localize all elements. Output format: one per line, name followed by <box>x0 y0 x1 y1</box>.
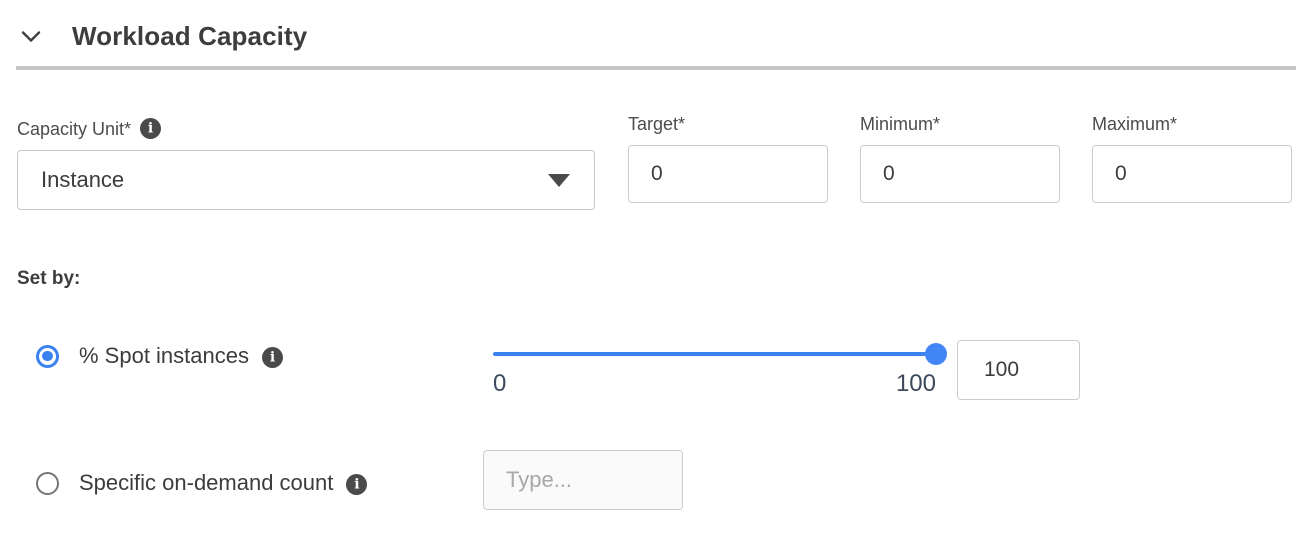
minimum-input-value: 0 <box>883 162 895 185</box>
radio-button-selected[interactable] <box>36 344 59 368</box>
radio-option-on-demand-count[interactable]: Specific on-demand count i <box>36 470 368 496</box>
capacity-unit-info-icon[interactable]: i <box>140 118 162 139</box>
radio-label-on-demand-count: Specific on-demand count <box>79 470 334 495</box>
minimum-label: Minimum* <box>860 114 941 134</box>
slider-track[interactable] <box>493 352 936 356</box>
spot-percent-input-value: 100 <box>984 358 1020 381</box>
slider-max-label: 100 <box>895 370 936 397</box>
set-by-label: Set by: <box>17 268 81 289</box>
maximum-label: Maximum* <box>1092 114 1178 134</box>
target-label: Target* <box>628 114 686 134</box>
on-demand-count-info-icon[interactable]: i <box>346 474 368 495</box>
page-title: Workload Capacity <box>72 20 308 51</box>
on-demand-count-placeholder: Type... <box>506 467 573 492</box>
capacity-unit-label: Capacity Unit* i <box>17 118 162 139</box>
radio-option-spot-percent[interactable]: % Spot instances i <box>36 343 283 369</box>
section-header: Workload Capacity <box>16 14 307 58</box>
header-divider <box>16 66 1296 70</box>
maximum-input[interactable]: 0 <box>1092 145 1292 203</box>
target-input[interactable]: 0 <box>628 145 828 203</box>
slider-thumb[interactable] <box>925 343 947 365</box>
minimum-input[interactable]: 0 <box>860 145 1060 203</box>
spot-percent-info-icon[interactable]: i <box>261 347 283 368</box>
capacity-unit-select[interactable]: Instance <box>17 150 595 210</box>
chevron-down-icon[interactable] <box>16 21 46 51</box>
spot-percent-slider[interactable]: 0 100 <box>493 340 947 397</box>
maximum-input-value: 0 <box>1115 162 1127 185</box>
capacity-unit-selected-value: Instance <box>41 167 125 192</box>
radio-label-spot-percent: % Spot instances <box>79 343 249 368</box>
spot-percent-input[interactable]: 100 <box>957 340 1080 400</box>
radio-button-unselected[interactable] <box>36 471 59 495</box>
slider-min-label: 0 <box>493 370 507 397</box>
on-demand-count-input[interactable]: Type... <box>483 450 683 510</box>
caret-down-icon <box>548 173 570 187</box>
target-input-value: 0 <box>651 162 663 185</box>
